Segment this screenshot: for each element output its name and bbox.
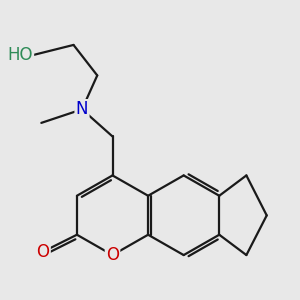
Text: HO: HO	[8, 46, 33, 64]
Text: O: O	[37, 243, 50, 261]
Text: N: N	[76, 100, 88, 118]
Text: O: O	[106, 246, 119, 264]
